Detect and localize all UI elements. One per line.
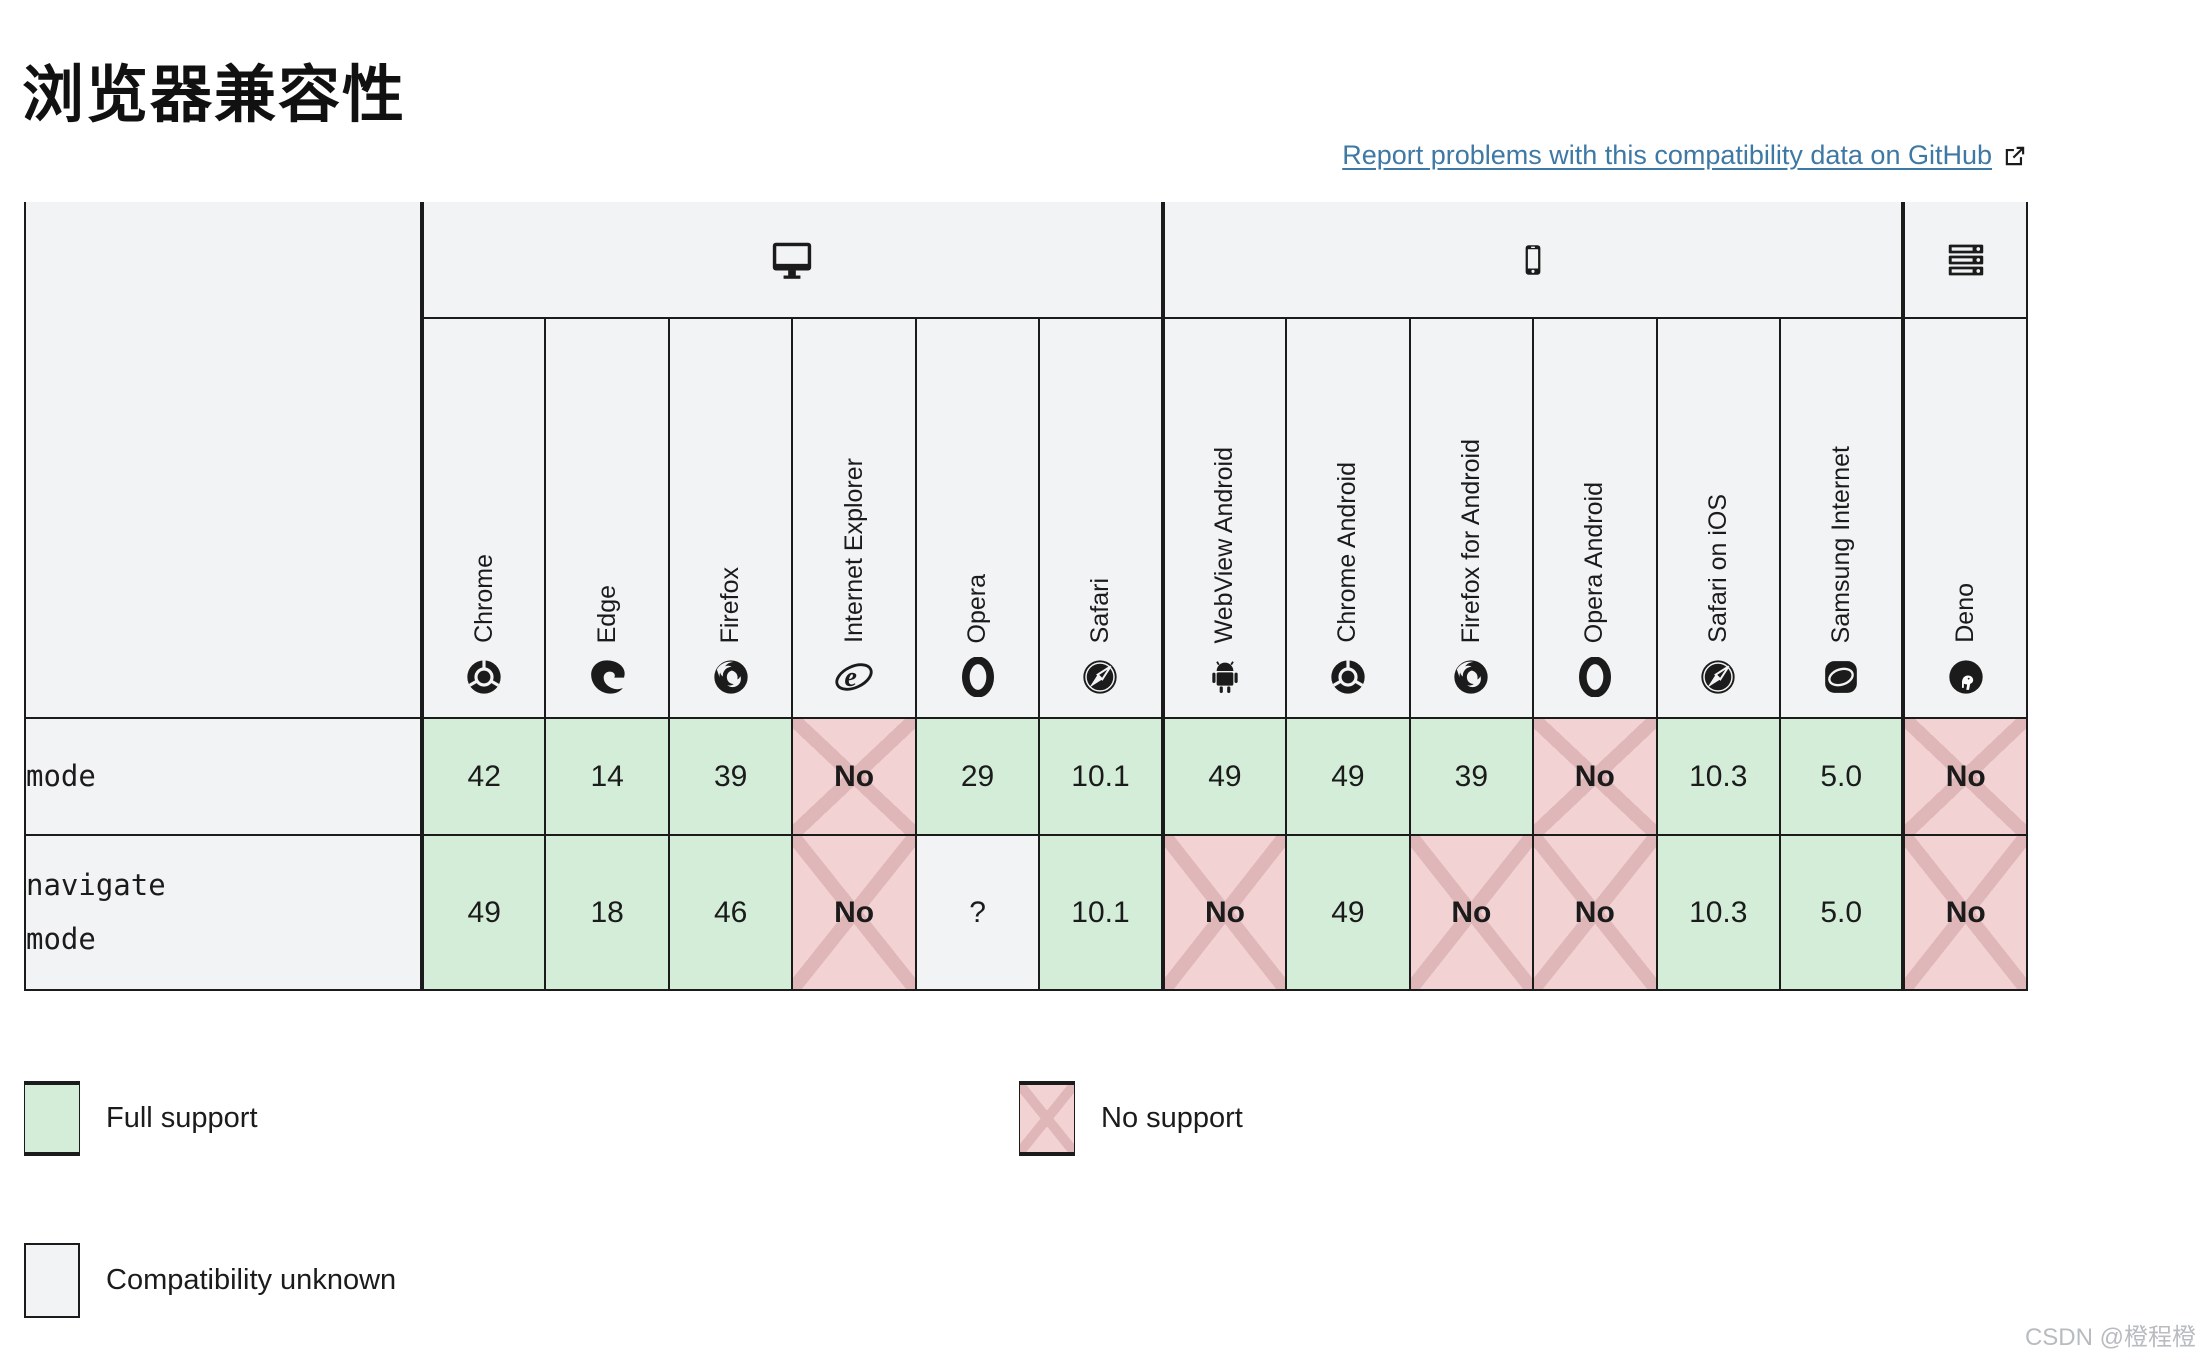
browser-column-firefox-android: Firefox for Android xyxy=(1408,317,1535,719)
support-cell: 10.1 xyxy=(1038,717,1164,836)
browser-label: Deno xyxy=(1951,583,1980,643)
legend-label: No support xyxy=(1101,1102,1243,1134)
support-cell: ? xyxy=(914,834,1041,991)
support-cell: No xyxy=(1901,834,2028,991)
internet-explorer-icon xyxy=(834,657,874,697)
browser-column-samsung-internet: Samsung Internet xyxy=(1778,317,1905,719)
support-cell: 14 xyxy=(544,717,670,836)
browser-label: Opera Android xyxy=(1580,481,1609,643)
android-icon xyxy=(1205,657,1245,697)
browser-column-firefox: Firefox xyxy=(667,317,794,719)
support-cell: 29 xyxy=(914,717,1041,836)
browser-label: Samsung Internet xyxy=(1826,445,1855,643)
compatibility-unknown-swatch xyxy=(24,1243,80,1318)
support-cell: 49 xyxy=(1285,717,1411,836)
support-cell: 39 xyxy=(667,717,794,836)
support-cell: 42 xyxy=(419,717,547,836)
support-cell: 49 xyxy=(419,834,547,991)
report-compatibility-link[interactable]: Report problems with this compatibility … xyxy=(1342,140,1992,170)
chrome-icon xyxy=(464,657,504,697)
table-row-mode: mode 42 14 39 No 29 10.1 49 49 39 No 10.… xyxy=(24,717,2028,836)
mobile-icon xyxy=(1516,234,1550,286)
browser-column-opera-android: Opera Android xyxy=(1532,317,1658,719)
browser-column-chrome: Chrome xyxy=(419,317,547,719)
legend-label: Full support xyxy=(106,1102,258,1134)
browser-label: Opera xyxy=(963,573,992,643)
support-cell: 18 xyxy=(544,834,670,991)
browser-header-row: Chrome Edge Firefox Internet Explorer Op… xyxy=(25,317,2028,719)
support-cell: No xyxy=(1408,834,1535,991)
no-support-swatch xyxy=(1019,1081,1075,1156)
server-group-header xyxy=(1901,202,2028,319)
full-support-swatch xyxy=(24,1081,80,1156)
support-cell: 10.3 xyxy=(1655,834,1781,991)
browser-label: Safari on iOS xyxy=(1703,494,1732,643)
browser-label: Edge xyxy=(592,584,621,643)
support-cell: 39 xyxy=(1408,717,1535,836)
legend-label: Compatibility unknown xyxy=(106,1264,397,1296)
deno-icon xyxy=(1946,657,1986,697)
safari-icon xyxy=(1080,657,1120,697)
watermark: CSDN @橙程橙 xyxy=(2024,1324,2196,1351)
desktop-group-header xyxy=(420,202,1164,319)
legend-item-full-support: Full support xyxy=(24,1081,258,1156)
server-icon xyxy=(1942,238,1990,282)
firefox-icon xyxy=(711,657,751,697)
legend-item-compatibility-unknown: Compatibility unknown xyxy=(24,1243,396,1318)
browser-column-safari-ios: Safari on iOS xyxy=(1655,317,1781,719)
support-cell: 10.3 xyxy=(1655,717,1781,836)
feature-name: mode xyxy=(24,717,423,836)
support-cell: No xyxy=(1532,717,1658,836)
table-row-navigate-mode: navigate mode 49 18 46 No ? 10.1 No 49 N… xyxy=(24,834,2028,991)
browser-column-chrome-android: Chrome Android xyxy=(1285,317,1411,719)
feature-name: navigate mode xyxy=(24,834,423,991)
browser-label: Firefox xyxy=(716,566,745,643)
opera-icon xyxy=(1575,657,1615,697)
edge-icon xyxy=(587,657,627,697)
report-link-row: Report problems with this compatibility … xyxy=(1342,140,2028,171)
support-cell: No xyxy=(1160,834,1288,991)
page-title: 浏览器兼容性 xyxy=(22,57,407,131)
support-cell: 49 xyxy=(1285,834,1411,991)
support-cell: 5.0 xyxy=(1778,834,1905,991)
support-cell: No xyxy=(1532,834,1658,991)
support-cell: 46 xyxy=(667,834,794,991)
browser-label: Chrome xyxy=(469,554,498,643)
firefox-icon xyxy=(1451,657,1491,697)
chrome-icon xyxy=(1328,657,1368,697)
browser-column-edge: Edge xyxy=(544,317,670,719)
support-cell: 49 xyxy=(1160,717,1288,836)
browser-label: Firefox for Android xyxy=(1456,438,1485,643)
browser-label: Internet Explorer xyxy=(839,458,868,643)
compatibility-table: Chrome Edge Firefox Internet Explorer Op… xyxy=(24,202,2028,991)
browser-label: Chrome Android xyxy=(1333,462,1362,643)
external-link-icon xyxy=(2002,143,2028,169)
samsung-internet-icon xyxy=(1821,657,1861,697)
legend-item-no-support: No support xyxy=(1019,1081,1243,1156)
support-cell: 10.1 xyxy=(1038,834,1164,991)
opera-icon xyxy=(958,657,998,697)
platform-group-row xyxy=(24,202,2028,719)
support-cell: No xyxy=(791,834,917,991)
corner-cell xyxy=(24,202,423,719)
browser-column-deno: Deno xyxy=(1901,317,2028,719)
desktop-icon xyxy=(766,237,818,283)
browser-column-opera: Opera xyxy=(914,317,1041,719)
safari-icon xyxy=(1698,657,1738,697)
browser-column-webview-android: WebView Android xyxy=(1160,317,1288,719)
browser-column-internet-explorer: Internet Explorer xyxy=(791,317,917,719)
browser-column-safari: Safari xyxy=(1038,317,1164,719)
mobile-group-header xyxy=(1160,202,1905,319)
support-cell: No xyxy=(1901,717,2028,836)
support-cell: No xyxy=(791,717,917,836)
support-cell: 5.0 xyxy=(1778,717,1905,836)
browser-label: Safari xyxy=(1085,577,1114,643)
browser-label: WebView Android xyxy=(1210,446,1239,643)
